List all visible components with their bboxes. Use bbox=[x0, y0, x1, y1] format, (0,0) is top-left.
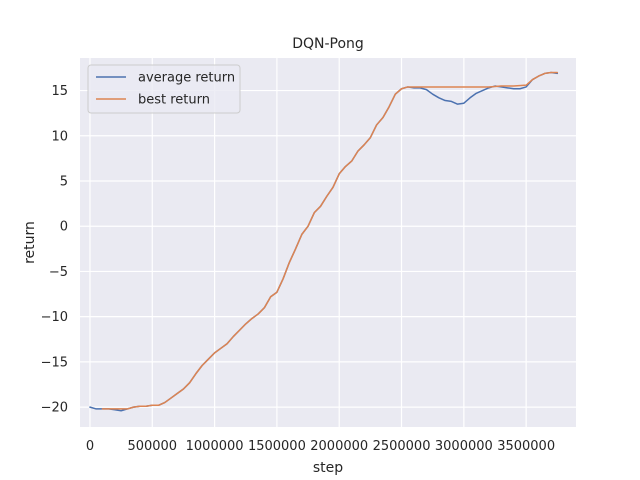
y-tick-label: −15 bbox=[41, 355, 68, 370]
x-tick-label: 500000 bbox=[127, 439, 177, 454]
y-tick-label: 5 bbox=[60, 175, 68, 190]
x-tick-label: 1000000 bbox=[186, 439, 244, 454]
plot-background bbox=[80, 58, 576, 427]
legend-label-average-return: average return bbox=[138, 71, 235, 86]
x-tick-label: 3000000 bbox=[435, 439, 493, 454]
x-tick-label: 3500000 bbox=[497, 439, 555, 454]
y-tick-label: −10 bbox=[41, 310, 68, 325]
y-tick-labels: −20 −15 −10 −5 0 5 10 15 bbox=[41, 84, 68, 416]
x-tick-label: 2000000 bbox=[310, 439, 368, 454]
x-axis-label: step bbox=[313, 460, 343, 476]
x-tick-label: 2500000 bbox=[373, 439, 431, 454]
y-tick-label: 0 bbox=[60, 220, 68, 235]
y-axis-label: return bbox=[22, 221, 38, 264]
x-tick-label: 0 bbox=[86, 439, 94, 454]
y-tick-label: 10 bbox=[51, 129, 68, 144]
y-tick-label: −5 bbox=[49, 265, 68, 280]
y-tick-label: 15 bbox=[51, 84, 68, 99]
grid bbox=[80, 58, 576, 427]
x-tick-label: 1500000 bbox=[248, 439, 306, 454]
x-tick-labels: 0 500000 1000000 1500000 2000000 2500000 30000… bbox=[86, 439, 555, 454]
chart-title: DQN-Pong bbox=[292, 36, 364, 52]
series-line-best-return bbox=[101, 71, 559, 410]
legend-label-best-return: best return bbox=[138, 93, 210, 108]
y-tick-label: −20 bbox=[41, 401, 68, 416]
legend: average return best return bbox=[87, 64, 241, 114]
series-lines bbox=[89, 71, 559, 412]
